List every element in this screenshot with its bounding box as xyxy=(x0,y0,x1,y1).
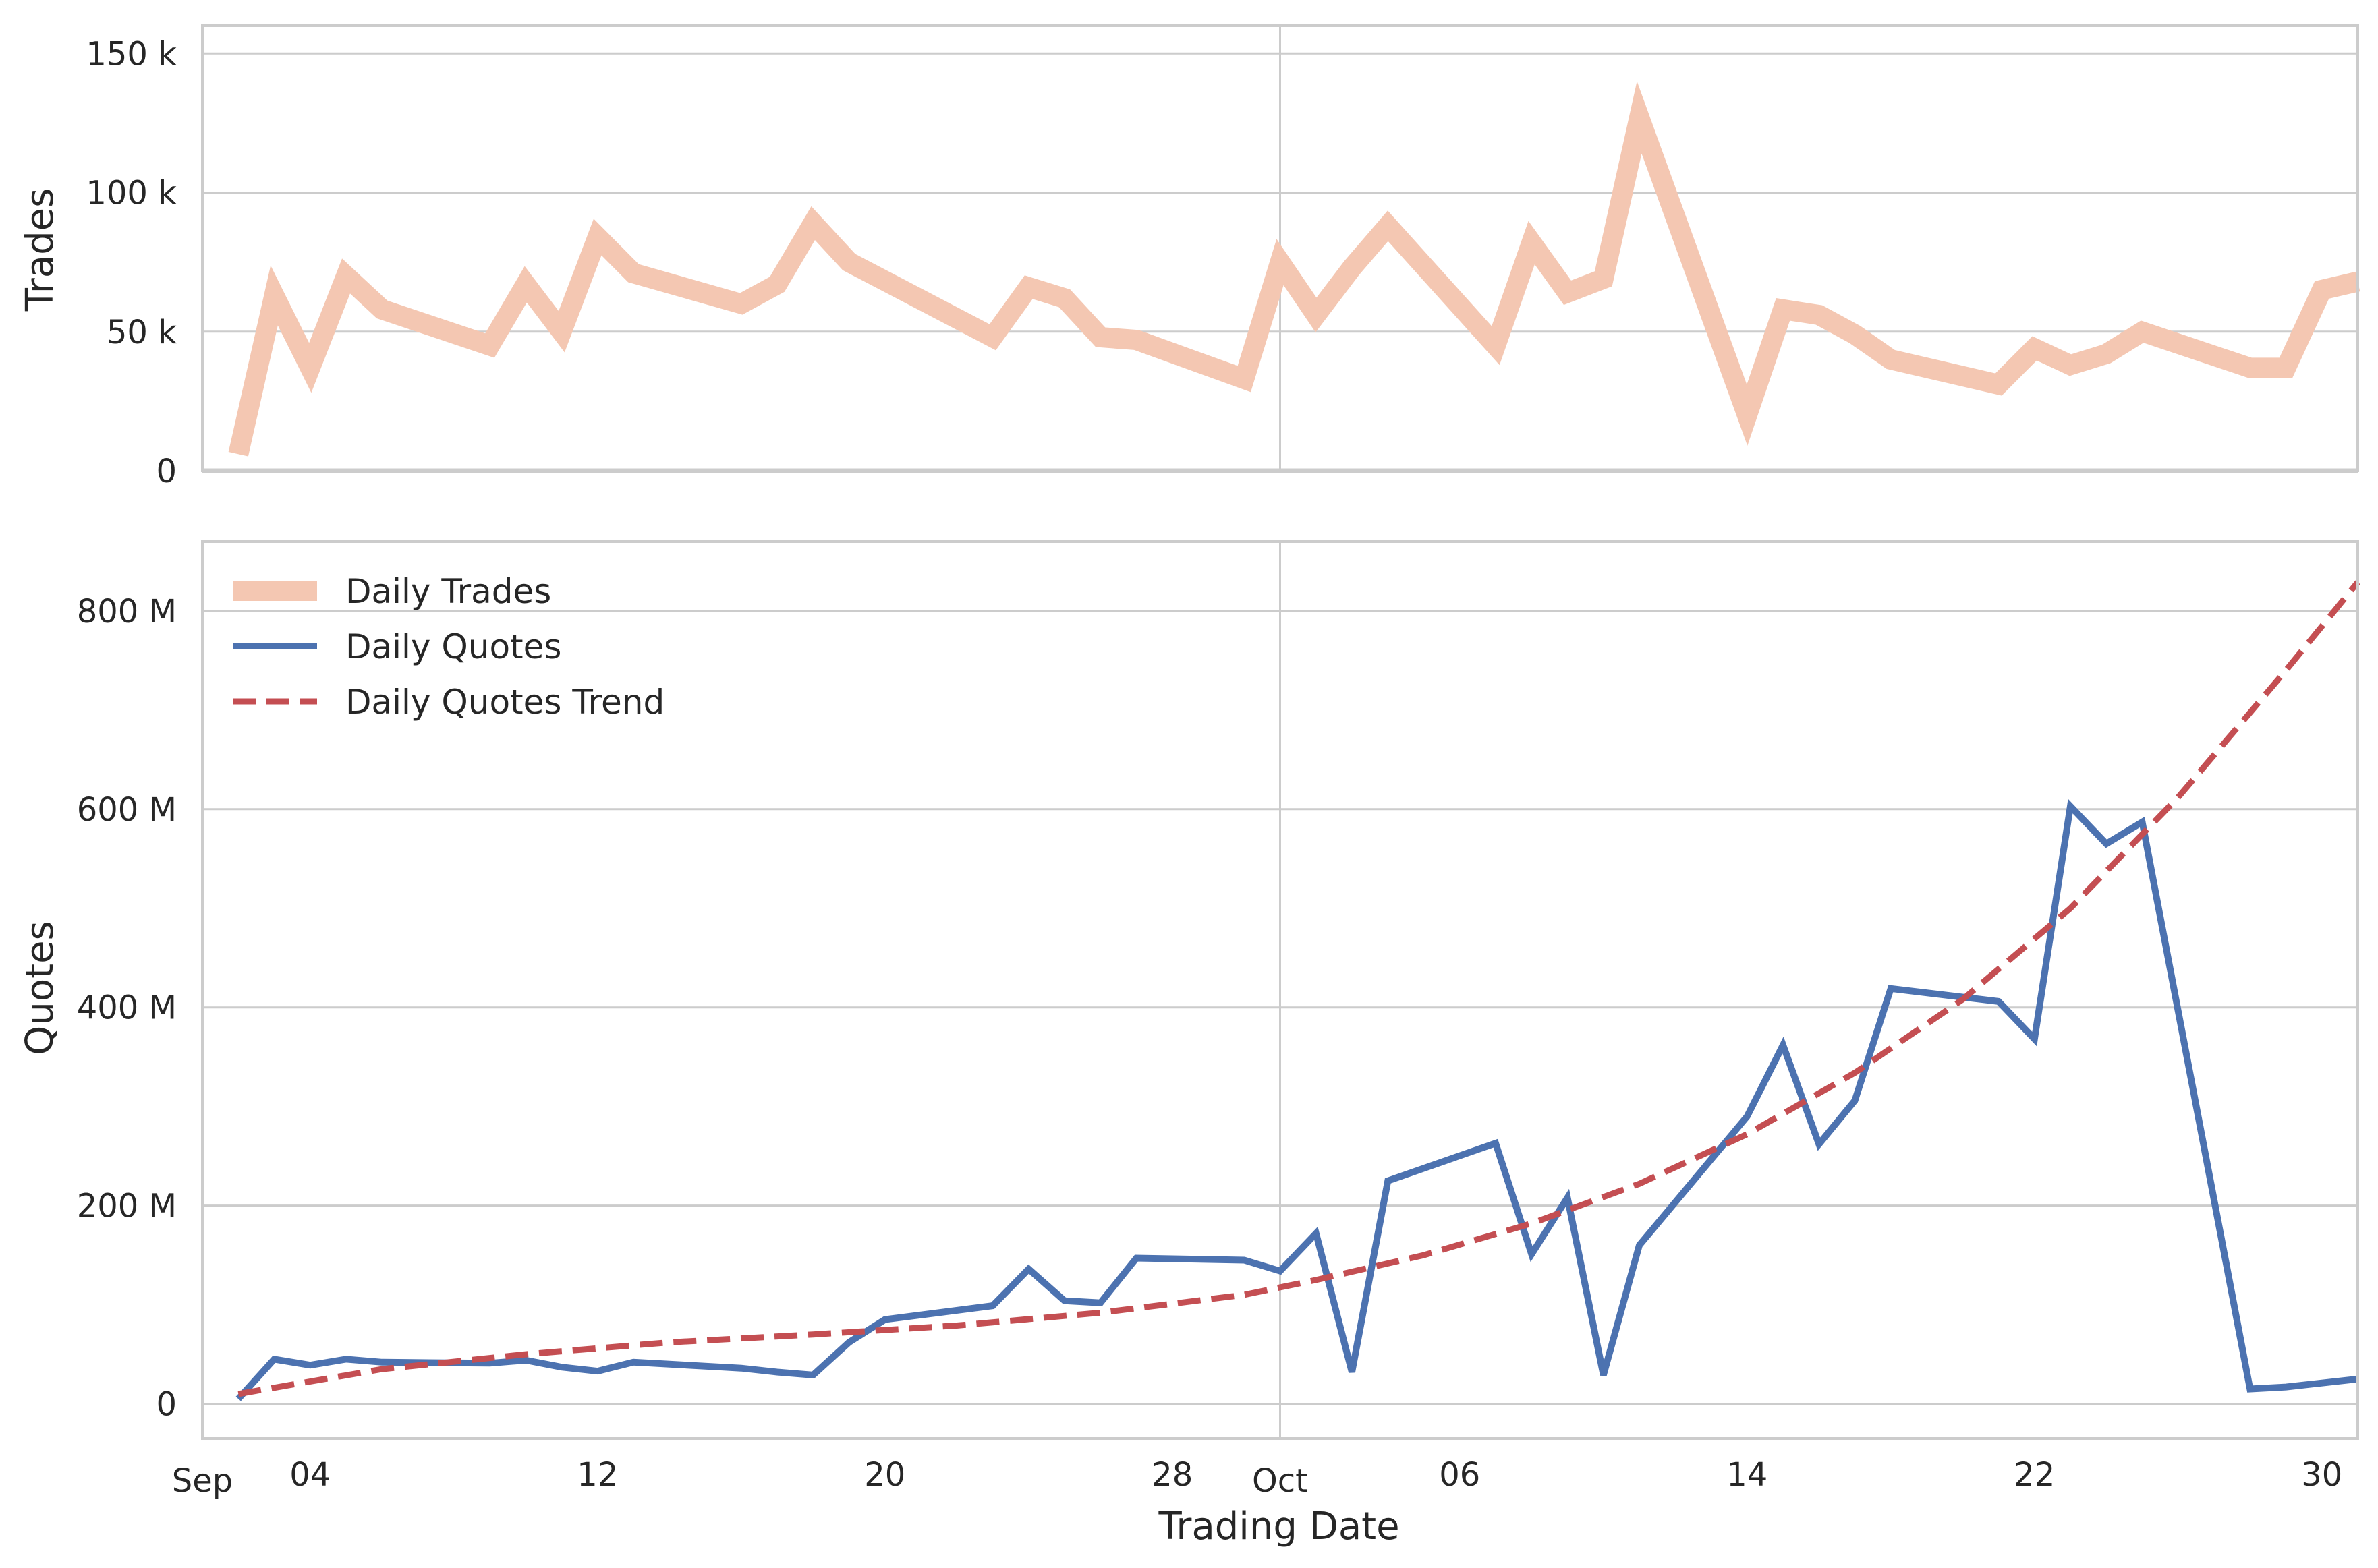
x-tick-label: 04 xyxy=(289,1456,331,1494)
x-tick-label: 12 xyxy=(577,1456,618,1494)
quotes-series xyxy=(235,580,2360,1401)
quotes-y-tick-label: 600 M xyxy=(77,791,177,829)
trades-series xyxy=(228,81,2360,457)
quotes-y-tick-label: 200 M xyxy=(77,1188,177,1225)
quotes-y-tick-label: 400 M xyxy=(77,989,177,1027)
x-tick-label: 14 xyxy=(1726,1456,1767,1494)
legend-label: Daily Quotes Trend xyxy=(345,683,664,722)
trades-y-tick-label: 150 k xyxy=(86,35,177,73)
x-tick-label: 28 xyxy=(1152,1456,1193,1494)
legend-label: Daily Quotes xyxy=(345,627,561,666)
x-axis-label: Trading Date xyxy=(1158,1505,1399,1548)
date-x-tick-labels: Sep 04 12 20 28 Oct 06 14 22 30 xyxy=(172,1456,2343,1500)
x-tick-label: 22 xyxy=(2014,1456,2055,1494)
trades-frame xyxy=(201,24,2359,473)
trades-panel: 0 50 k 100 k 150 k Trades xyxy=(18,24,2360,490)
daily-trades-line xyxy=(228,81,2360,457)
quotes-y-tick-label: 800 M xyxy=(77,593,177,631)
legend: Daily Trades Daily Quotes Daily Quotes Tre… xyxy=(233,572,664,722)
quotes-plot-border xyxy=(201,540,2359,1440)
daily-quotes-line xyxy=(235,798,2358,1401)
x-tick-label: Sep xyxy=(172,1462,233,1500)
x-tick-label: 06 xyxy=(1439,1456,1480,1494)
x-tick-label: Oct xyxy=(1252,1462,1308,1500)
quotes-y-tick-labels: 0 200 M 400 M 600 M 800 M xyxy=(77,593,177,1424)
trades-y-tick-label: 0 xyxy=(156,453,177,490)
trades-y-tick-label: 50 k xyxy=(107,314,177,351)
quotes-y-tick-label: 0 xyxy=(156,1386,177,1424)
trades-y-tick-labels: 0 50 k 100 k 150 k xyxy=(86,35,177,490)
x-tick-label: 20 xyxy=(864,1456,905,1494)
quotes-frame xyxy=(201,540,2359,1440)
x-tick-label: 30 xyxy=(2301,1456,2342,1494)
quotes-gridlines xyxy=(202,542,2358,1439)
trades-y-tick-label: 100 k xyxy=(86,175,177,212)
quotes-axis-label: Quotes xyxy=(18,921,62,1055)
trades-axis-label: Trades xyxy=(18,188,62,312)
legend-label: Daily Trades xyxy=(345,572,551,611)
daily-quotes-trend-line xyxy=(237,580,2360,1397)
quotes-panel: 0 200 M 400 M 600 M 800 M Sep 04 12 20 28 Oct 06 14… xyxy=(18,540,2360,1548)
